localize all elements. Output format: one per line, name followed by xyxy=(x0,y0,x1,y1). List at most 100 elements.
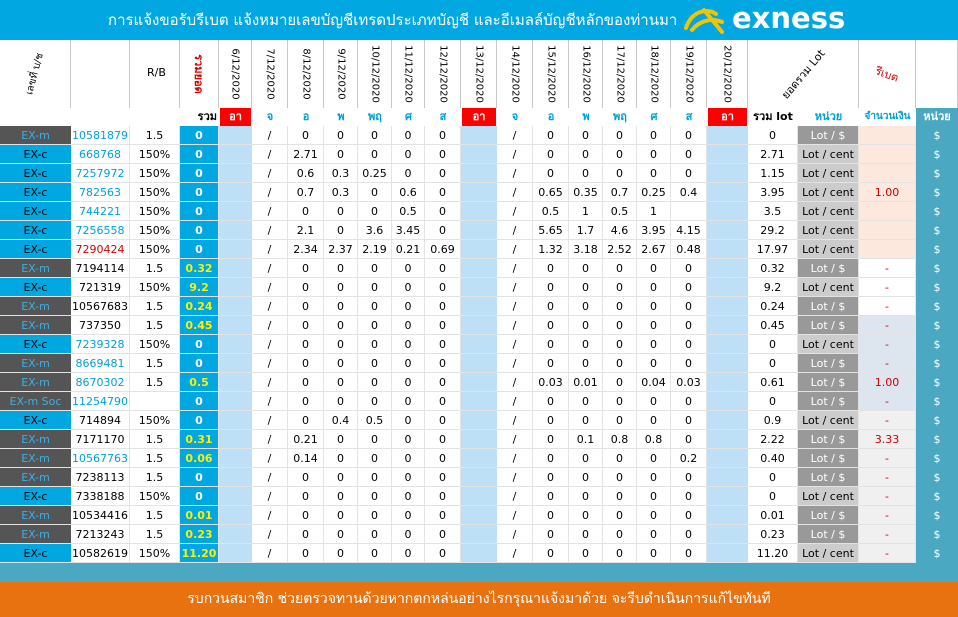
sunday-cell xyxy=(461,430,497,449)
account-number: 8669481 xyxy=(71,354,130,373)
daily-lot: 0 xyxy=(392,544,425,563)
daily-lot: 0.5 xyxy=(392,202,425,221)
daily-lot: / xyxy=(497,449,533,468)
sunday-cell xyxy=(461,278,497,297)
currency-symbol: $ xyxy=(916,487,958,506)
daily-lot: 0 xyxy=(533,145,569,164)
daily-lot: / xyxy=(497,240,533,259)
daily-lot: 0 xyxy=(533,411,569,430)
daily-lot: / xyxy=(497,164,533,183)
rebate-amount xyxy=(859,145,916,164)
lot-unit: Lot / $ xyxy=(798,373,859,392)
account-type: EX-m Soc xyxy=(0,392,71,411)
daily-lot: 0 xyxy=(637,259,671,278)
daily-lot: 0 xyxy=(671,392,707,411)
daily-lot: 0 xyxy=(425,449,461,468)
daily-lot: 0 xyxy=(288,392,324,411)
band-day-label: ศ xyxy=(637,108,671,126)
sunday-cell xyxy=(461,259,497,278)
sunday-cell xyxy=(707,221,748,240)
header-date-cell: 20/12/2020 xyxy=(707,40,748,108)
daily-lot: 0 xyxy=(637,392,671,411)
page-title: การแจ้งขอรับรีเบต แจ้งหมายเลขบัญชีเทรดปร… xyxy=(108,11,678,29)
daily-lot: 0.3 xyxy=(324,164,358,183)
daily-lot: 0 xyxy=(671,506,707,525)
band-day-label: พ xyxy=(569,108,603,126)
rebate-amount: - xyxy=(859,278,916,297)
table-row: EX-m 7194114 1.5 0.32/0 0 0 0 0/0 0 0 0 0 0.32 Lot / … xyxy=(0,259,958,278)
account-number: 737350 xyxy=(71,316,130,335)
daily-lot: 0 xyxy=(425,354,461,373)
daily-lot: 0 xyxy=(671,544,707,563)
account-type: EX-c xyxy=(0,411,71,430)
lot-unit: Lot / cent xyxy=(798,487,859,506)
daily-lot: 0 xyxy=(603,506,637,525)
daily-lot: / xyxy=(252,487,288,506)
currency-symbol: $ xyxy=(916,354,958,373)
header-date-label: 11/12/2020 xyxy=(402,45,414,103)
sunday-cell xyxy=(707,506,748,525)
header-sum-lot-cell: ยอดรวม Lot xyxy=(748,40,859,108)
total-lot: 0 xyxy=(180,411,219,430)
daily-lot: 0 xyxy=(637,354,671,373)
header-date-label: 17/12/2020 xyxy=(614,45,625,103)
daily-lot: 0 xyxy=(392,525,425,544)
band-day-label: อา xyxy=(462,108,496,126)
daily-lot: 0 xyxy=(324,335,358,354)
table-row: EX-m Soc 11254790 0/0 0 0 0 0/0 0 0 0 0 0 Lot / $ - $ xyxy=(0,392,958,411)
lot-unit: Lot / $ xyxy=(798,392,859,411)
account-number: 7338188 xyxy=(71,487,130,506)
daily-lot: 0 xyxy=(637,544,671,563)
sunday-cell xyxy=(707,202,748,221)
daily-lot: 0 xyxy=(392,411,425,430)
daily-lot: 0 xyxy=(671,335,707,354)
table-row: EX-m 8669481 1.5 0/0 0 0 0 0/0 0 0 0 0 0 Lot / $ - $ xyxy=(0,354,958,373)
header-total-label: รวมยอด xyxy=(192,54,205,94)
daily-lot: 0 xyxy=(569,392,603,411)
sum-lot: 0.45 xyxy=(748,316,798,335)
daily-lot: 0 xyxy=(425,297,461,316)
daily-lot: 0 xyxy=(288,126,324,145)
daily-lot: 0 xyxy=(324,202,358,221)
total-lot: 0 xyxy=(180,202,219,221)
band-day-label: อา xyxy=(220,108,251,126)
header-date-label: 14/12/2020 xyxy=(509,45,520,103)
daily-lot: / xyxy=(252,411,288,430)
daily-lot: 0 xyxy=(569,126,603,145)
daily-lot: 0 xyxy=(324,297,358,316)
rebate-amount xyxy=(859,202,916,221)
daily-lot: 0 xyxy=(533,487,569,506)
rebate-rate: 150% xyxy=(130,544,180,563)
title-bar: การแจ้งขอรับรีเบต แจ้งหมายเลขบัญชีเทรดปร… xyxy=(0,0,958,40)
daily-lot: 0 xyxy=(671,468,707,487)
account-number: 7257972 xyxy=(71,164,130,183)
account-number: 10582619 xyxy=(71,544,130,563)
daily-lot: 0 xyxy=(569,449,603,468)
total-lot: 0.01 xyxy=(180,506,219,525)
header-date-label: 15/12/2020 xyxy=(545,45,556,103)
currency-symbol: $ xyxy=(916,145,958,164)
sum-lot: 3.5 xyxy=(748,202,798,221)
sunday-cell xyxy=(461,221,497,240)
daily-lot: 0.6 xyxy=(288,164,324,183)
lot-unit: Lot / $ xyxy=(798,316,859,335)
table-row: EX-m 7213243 1.5 0.23/0 0 0 0 0/0 0 0 0 0 0.23 Lot / … xyxy=(0,525,958,544)
account-type: EX-c xyxy=(0,164,71,183)
daily-lot: / xyxy=(252,164,288,183)
rebate-amount: - xyxy=(859,316,916,335)
daily-lot: / xyxy=(252,145,288,164)
sunday-cell xyxy=(707,259,748,278)
daily-lot: 0.4 xyxy=(671,183,707,202)
account-type: EX-c xyxy=(0,221,71,240)
sum-lot: 0.23 xyxy=(748,525,798,544)
sunday-cell xyxy=(707,468,748,487)
daily-lot: 2.1 xyxy=(288,221,324,240)
sunday-cell xyxy=(461,183,497,202)
daily-lot: 0 xyxy=(425,126,461,145)
daily-lot: 0.65 xyxy=(533,183,569,202)
daily-lot: 0 xyxy=(425,430,461,449)
currency-symbol: $ xyxy=(916,449,958,468)
sunday-cell xyxy=(219,506,252,525)
band-day-label: อ xyxy=(288,108,324,126)
lot-unit: Lot / $ xyxy=(798,126,859,145)
